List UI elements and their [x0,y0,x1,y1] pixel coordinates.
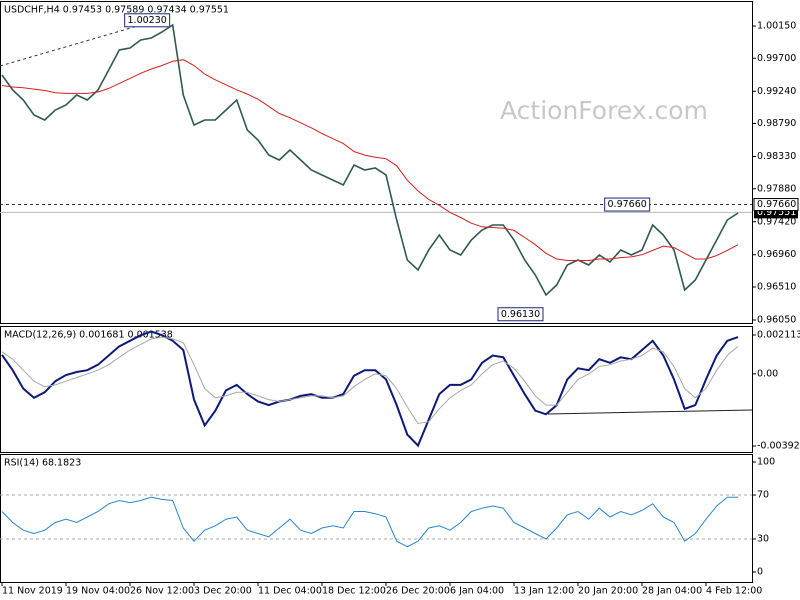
rsi-title: RSI(14) 68.1823 [4,458,81,469]
annotation-box [497,307,544,322]
y-tick-label: 0.99240 [757,86,796,97]
y-tick-label: 0.96960 [757,249,796,260]
y-tick-label: 0.97420 [757,216,796,227]
x-tick-label: 26 Nov 12:00 [130,586,194,597]
x-tick-label: 13 Jan 12:00 [514,586,574,597]
y-tick-label: 0.96050 [757,314,796,325]
x-tick-label: 11 Nov 2019 [2,586,63,597]
y-tick-label: 0.96510 [757,282,796,293]
macd-title: MACD(12,26,9) 0.001681 0.001538 [4,330,173,341]
x-tick-label: 26 Dec 20:00 [386,586,450,597]
x-tick-label: 6 Jan 04:00 [450,586,504,597]
axis-box [753,198,799,212]
y-tick-label: 70 [757,490,769,501]
y-tick-label: 1.00150 [757,21,796,32]
series-line [1,330,739,448]
axis-box-label: 0.97660 [757,199,796,210]
annotation-label: 1.00230 [128,15,167,26]
annotation-box [124,13,171,28]
x-tick-label: 28 Jan 04:00 [642,586,702,597]
price-title: USDCHF,H4 0.97453 0.97589 0.97434 0.9755… [4,5,229,16]
macd-pane [0,326,753,453]
y-tick-label: -0.003922 [757,441,800,452]
annotation-label: 0.96130 [501,309,540,320]
series-line [1,496,738,548]
x-tick-label: 11 Dec 04:00 [258,586,322,597]
trend-line [547,409,753,415]
y-tick-label: 100 [757,457,775,468]
price-pane [0,1,753,324]
annotation-label: 0.97660 [608,199,647,210]
annotation-box [604,197,651,212]
series-line [1,23,739,297]
watermark: ActionForex.com [500,96,708,125]
x-tick-label: 19 Nov 04:00 [66,586,130,597]
y-tick-label: 0 [757,566,763,577]
y-tick-label: 0.99700 [757,53,796,64]
y-tick-label: 30 [757,534,769,545]
rsi-pane [0,454,753,583]
x-tick-label: 4 Feb 12:00 [706,586,762,597]
y-tick-label: 0.98330 [757,151,796,162]
x-tick-label: 20 Jan 20:00 [578,586,638,597]
trend-line [0,17,166,67]
x-tick-label: 3 Dec 20:00 [194,586,252,597]
y-tick-label: 0.00 [757,368,778,379]
last-price-label: 0.97551 [757,207,796,218]
x-tick-label: 18 Dec 12:00 [322,586,386,597]
y-tick-label: 0.002113 [757,330,800,341]
y-tick-label: 0.97880 [757,183,796,194]
y-tick-label: 0.98790 [757,118,796,129]
series-line [1,59,739,261]
series-line [1,336,739,425]
